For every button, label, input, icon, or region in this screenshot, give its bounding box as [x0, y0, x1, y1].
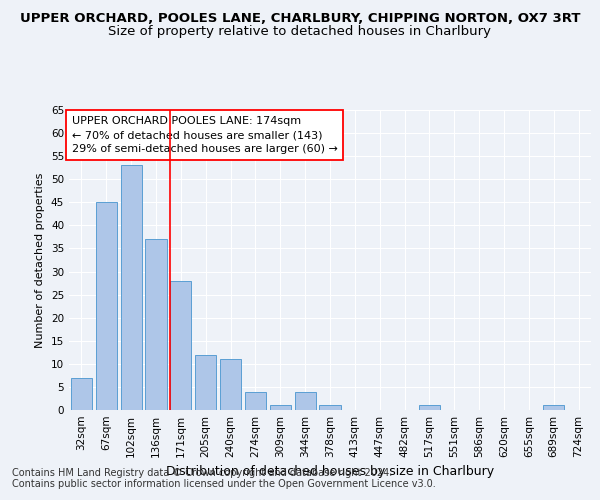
Bar: [170, 281, 191, 410]
Bar: [319, 406, 341, 410]
Bar: [419, 406, 440, 410]
Text: Size of property relative to detached houses in Charlbury: Size of property relative to detached ho…: [109, 25, 491, 38]
Bar: [220, 359, 241, 410]
Bar: [295, 392, 316, 410]
Bar: [71, 378, 92, 410]
Text: Contains HM Land Registry data © Crown copyright and database right 2024.: Contains HM Land Registry data © Crown c…: [12, 468, 392, 477]
Bar: [245, 392, 266, 410]
Bar: [96, 202, 117, 410]
Bar: [270, 406, 291, 410]
Bar: [145, 239, 167, 410]
Text: UPPER ORCHARD POOLES LANE: 174sqm
← 70% of detached houses are smaller (143)
29%: UPPER ORCHARD POOLES LANE: 174sqm ← 70% …: [71, 116, 337, 154]
Bar: [121, 166, 142, 410]
X-axis label: Distribution of detached houses by size in Charlbury: Distribution of detached houses by size …: [166, 466, 494, 478]
Bar: [195, 354, 216, 410]
Y-axis label: Number of detached properties: Number of detached properties: [35, 172, 46, 348]
Text: Contains public sector information licensed under the Open Government Licence v3: Contains public sector information licen…: [12, 479, 436, 489]
Bar: [543, 406, 564, 410]
Text: UPPER ORCHARD, POOLES LANE, CHARLBURY, CHIPPING NORTON, OX7 3RT: UPPER ORCHARD, POOLES LANE, CHARLBURY, C…: [20, 12, 580, 26]
